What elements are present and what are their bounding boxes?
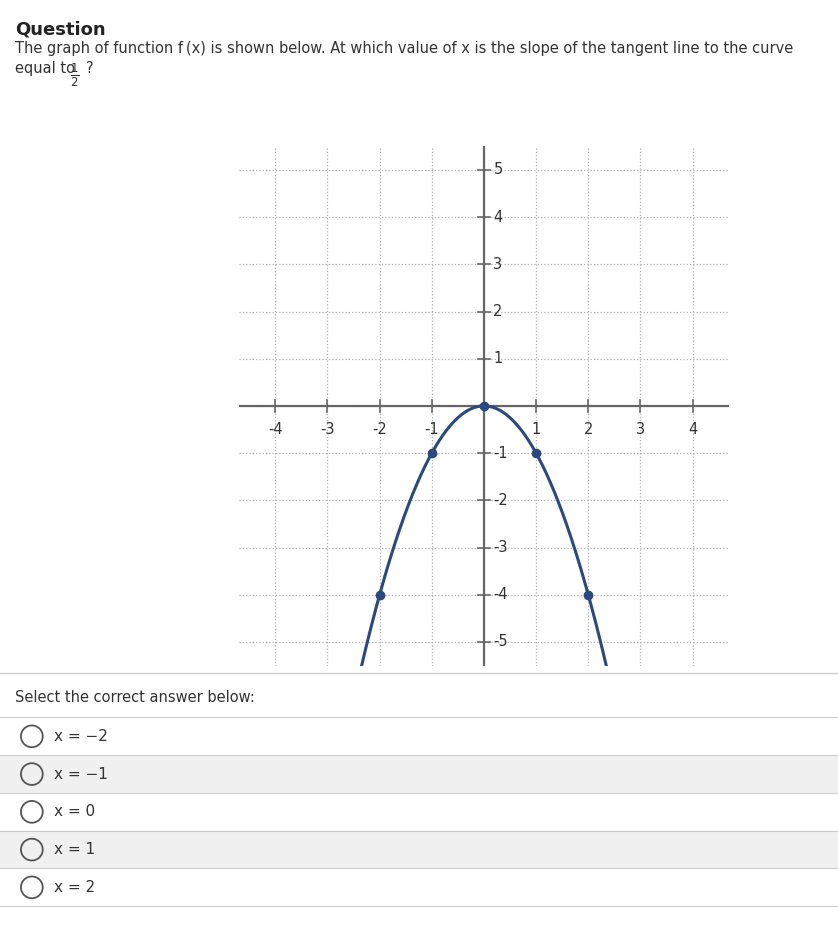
Text: -4: -4 bbox=[494, 587, 508, 602]
Text: x = 2: x = 2 bbox=[54, 880, 96, 895]
Text: 2: 2 bbox=[494, 304, 503, 319]
Text: equal to: equal to bbox=[15, 61, 80, 76]
Text: 4: 4 bbox=[688, 423, 697, 437]
Text: x = −2: x = −2 bbox=[54, 729, 108, 744]
Text: Select the correct answer below:: Select the correct answer below: bbox=[15, 690, 255, 705]
Text: -1: -1 bbox=[425, 423, 439, 437]
Text: -1: -1 bbox=[494, 446, 508, 461]
Text: 1: 1 bbox=[494, 351, 503, 366]
Text: -3: -3 bbox=[320, 423, 334, 437]
Text: $\frac{1}{2}$: $\frac{1}{2}$ bbox=[70, 61, 79, 89]
Text: x = 0: x = 0 bbox=[54, 804, 96, 819]
Text: -3: -3 bbox=[494, 540, 508, 555]
Text: 5: 5 bbox=[494, 162, 503, 177]
Text: -2: -2 bbox=[494, 493, 508, 508]
Text: 3: 3 bbox=[494, 257, 503, 272]
Text: -5: -5 bbox=[494, 634, 508, 649]
Text: ?: ? bbox=[86, 61, 94, 76]
Text: 1: 1 bbox=[531, 423, 541, 437]
Text: Question: Question bbox=[15, 21, 106, 39]
Text: -4: -4 bbox=[268, 423, 282, 437]
Text: The graph of function f (x) is shown below. At which value of x is the slope of : The graph of function f (x) is shown bel… bbox=[15, 41, 794, 56]
Text: x = 1: x = 1 bbox=[54, 842, 96, 857]
Text: x = −1: x = −1 bbox=[54, 767, 108, 782]
Text: -2: -2 bbox=[372, 423, 387, 437]
Text: 2: 2 bbox=[583, 423, 593, 437]
Text: 3: 3 bbox=[636, 423, 645, 437]
Text: 4: 4 bbox=[494, 210, 503, 225]
